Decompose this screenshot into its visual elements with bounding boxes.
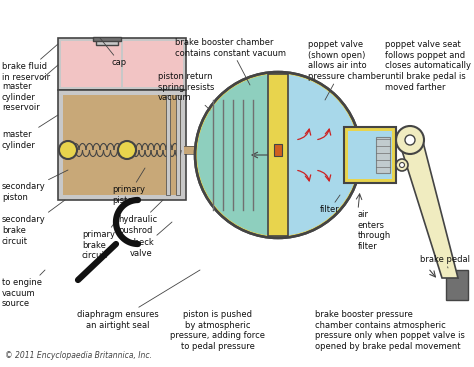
Circle shape — [59, 141, 77, 159]
Bar — [93, 37, 121, 41]
Text: poppet valve seat
follows poppet and
closes automatically
until brake pedal is
m: poppet valve seat follows poppet and clo… — [385, 40, 471, 92]
Text: primary
brake
circuit: primary brake circuit — [82, 215, 120, 261]
Bar — [274, 144, 282, 156]
Text: poppet valve
(shown open)
allows air into
pressure chamber: poppet valve (shown open) allows air int… — [308, 40, 385, 100]
Polygon shape — [398, 138, 458, 278]
Bar — [63, 95, 181, 195]
Text: brake fluid
in reservoir: brake fluid in reservoir — [2, 44, 58, 82]
Text: check
valve: check valve — [130, 222, 172, 258]
Bar — [268, 74, 288, 236]
Text: secondary
brake
circuit: secondary brake circuit — [2, 200, 65, 246]
Bar — [376, 137, 390, 173]
Circle shape — [396, 159, 408, 171]
Circle shape — [396, 126, 424, 154]
Bar — [166, 95, 170, 195]
Text: to engine
vacuum
source: to engine vacuum source — [2, 270, 45, 309]
Bar — [58, 38, 186, 90]
Bar — [176, 95, 180, 195]
Text: hydraulic
pushrod: hydraulic pushrod — [118, 200, 163, 235]
Text: cap: cap — [100, 38, 127, 67]
Bar — [348, 131, 392, 179]
Text: diaphragm ensures
an airtight seal: diaphragm ensures an airtight seal — [77, 270, 200, 330]
Text: brake pedal: brake pedal — [420, 255, 470, 268]
Text: primary
piston: primary piston — [112, 168, 145, 205]
Bar — [61, 41, 183, 87]
Bar — [344, 127, 396, 183]
Circle shape — [400, 163, 404, 167]
Text: secondary
piston: secondary piston — [2, 170, 68, 202]
Wedge shape — [278, 74, 359, 236]
Circle shape — [118, 141, 136, 159]
Text: © 2011 Encyclopaedia Britannica, Inc.: © 2011 Encyclopaedia Britannica, Inc. — [5, 351, 152, 360]
Bar — [58, 90, 186, 200]
Bar — [96, 38, 118, 45]
Text: brake booster pressure
chamber contains atmospheric
pressure only when poppet va: brake booster pressure chamber contains … — [315, 310, 465, 351]
Text: filter: filter — [320, 195, 340, 214]
Bar — [390, 146, 396, 154]
Circle shape — [405, 135, 415, 145]
Text: air
enters
through
filter: air enters through filter — [358, 210, 391, 251]
Text: master
cylinder
reservoir: master cylinder reservoir — [2, 65, 58, 113]
Wedge shape — [197, 74, 278, 236]
Text: brake booster chamber
contains constant vacuum: brake booster chamber contains constant … — [175, 38, 286, 85]
Bar — [121, 41, 123, 87]
Bar — [446, 270, 468, 300]
Bar — [184, 146, 278, 154]
Text: piston return
spring resists
vacuum: piston return spring resists vacuum — [158, 72, 214, 110]
Circle shape — [195, 72, 361, 238]
Text: master
cylinder: master cylinder — [2, 115, 58, 150]
Text: piston is pushed
by atmospheric
pressure, adding force
to pedal pressure: piston is pushed by atmospheric pressure… — [171, 310, 265, 351]
